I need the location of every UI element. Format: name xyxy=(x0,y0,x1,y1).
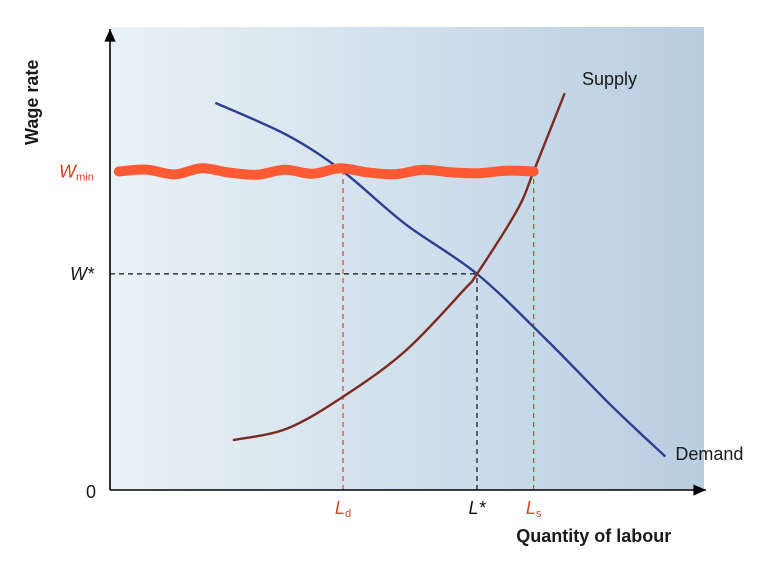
origin-label: 0 xyxy=(86,482,96,502)
w-star-label: W* xyxy=(70,264,95,284)
w-min-price-floor-line xyxy=(119,168,534,175)
ld-label: Ld xyxy=(335,498,351,520)
plot-background xyxy=(110,27,704,490)
w-min-label: Wmin xyxy=(59,162,94,184)
ls-label: Ls xyxy=(526,498,542,520)
minimum-wage-supply-demand-chart: Wage rate Quantity of labour 0 Wmin W* Ld L* Ls… xyxy=(0,0,764,576)
l-star-label: L* xyxy=(468,498,486,518)
supply-curve-label: Supply xyxy=(582,69,637,89)
x-axis-label: Quantity of labour xyxy=(516,526,671,546)
demand-curve-label: Demand xyxy=(675,444,743,464)
y-axis-label: Wage rate xyxy=(22,60,42,145)
